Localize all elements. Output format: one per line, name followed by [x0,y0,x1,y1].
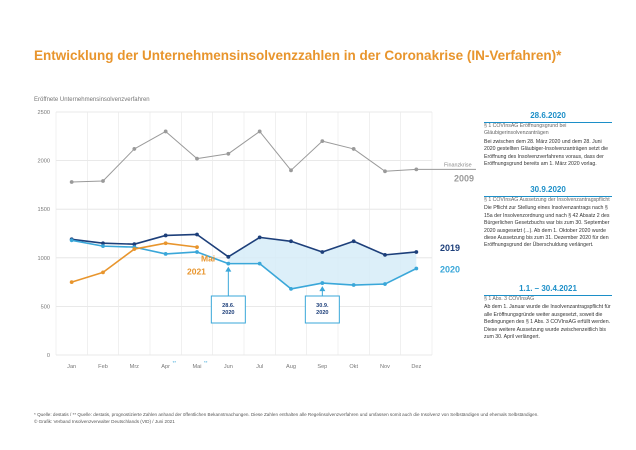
data-point-2009 [69,180,74,184]
x-tick-label: Jan [67,364,76,370]
x-tick-mark: ** [204,360,208,365]
series-line-2020 [71,239,417,290]
panel-subheading: § 1 COVInsAG Eröffnungsgrund bei Gläubig… [484,123,567,137]
data-point-2009 [101,179,105,183]
x-tick-label: Aug [286,364,296,370]
data-point-2020 [414,266,419,271]
data-point-2009 [351,147,356,151]
data-point-2019 [163,233,168,238]
data-point-2019 [132,242,137,247]
y-tick-label: 1500 [38,207,50,213]
y-tick-label: 500 [41,304,50,310]
x-tick-label: Nov [380,364,390,370]
series-labels: Finanzkrise 2009 2019 2020 Mai 2021 [187,162,474,276]
annotation-text-line: 2020 [316,310,328,316]
series-line-2019 [71,233,417,258]
data-point-2019 [289,239,293,244]
label-finanzkrise: Finanzkrise [444,162,472,168]
x-tick-label: Sep [317,364,327,370]
data-point-2020 [163,252,168,256]
footnote-copyright: © Grafik: Verband Insolvenzverwalter Deu… [34,419,175,424]
data-point-2020 [351,283,356,287]
panel-heading: 30.9.2020 [530,185,566,194]
y-tick-label: 2000 [38,159,50,165]
data-point-mai-2021 [69,280,74,284]
series-label-mai: Mai [201,254,215,264]
data-point-mai-2021 [132,247,137,251]
data-point-mai-2021 [101,270,105,275]
info-panel-2: 30.9.2020 § 1 COVInsAG Aussetzung der In… [484,185,612,250]
panel-body: Bei zwischen dem 28. März 2020 und dem 2… [484,138,609,168]
series-lines [69,129,476,291]
x-tick-label: Mai [192,364,201,370]
data-point-2009 [257,129,262,134]
x-tick-label: Dez [411,364,421,370]
data-point-mai-2021 [163,241,168,246]
x-tick-label: Jun [224,364,233,370]
data-point-2019 [383,252,387,257]
series-label-2009: 2009 [454,173,474,183]
data-point-2020 [226,261,231,266]
y-tick-label: 2500 [38,110,50,116]
panel-subheading: § 1 COVInsAG Aussetzung der Insolvenzant… [484,197,610,203]
data-point-2009 [195,156,199,161]
series-label-2020: 2020 [440,264,460,274]
y-tick-label: 1000 [38,256,50,262]
data-point-2009 [289,168,293,173]
data-point-2020 [101,244,105,249]
x-tick-label: Mrz [130,364,140,370]
annotation-text: 28.6. 2020 [222,303,235,316]
x-tick-label: Okt [349,364,358,370]
data-point-2019 [101,241,105,246]
panel-heading: 1.1. – 30.4.2021 [519,284,577,293]
data-point-2020 [195,250,199,254]
data-point-2009 [163,129,168,134]
data-point-2019 [414,250,419,254]
y-tick-label: 0 [47,353,50,359]
data-point-2009 [226,151,231,156]
chart-title: Entwicklung der Unternehmensinsolvenzzah… [34,48,562,63]
annotation-arrowhead [319,286,326,292]
data-point-mai-2021 [195,245,199,250]
x-tick-label: Apr [161,364,170,370]
panel-subheading: § 1 Abs. 3 COVInsAG [484,296,535,302]
annotation-box [210,295,246,324]
annotation-text-line: 30.9. [316,303,329,309]
data-point-2009 [320,139,325,144]
series-line-2009 [71,130,417,183]
data-point-2020 [69,238,74,243]
data-point-2019 [351,239,356,244]
footnote-sources: * Quelle: destatis / ** Quelle: destatis… [34,412,539,417]
annotation-text-line: 2020 [222,310,234,316]
data-point-2019 [320,250,325,254]
data-point-2019 [226,254,231,259]
panel-body: Die Pflicht zur Stellung eines Insolvenz… [484,205,610,249]
annotation-text-line: 28.6. [222,303,235,309]
panel-heading: 28.6.2020 [530,111,566,120]
data-point-2020 [257,261,262,266]
footnote: * Quelle: destatis / ** Quelle: destatis… [34,411,614,425]
chart-subtitle: Eröffnete Unternehmensinsolvenzverfahren [34,97,150,103]
panel-body: Ab dem 1. Januar wurde die Insolvenzantr… [484,304,611,341]
series-label-2019: 2019 [440,243,460,253]
info-panel-3: 1.1. – 30.4.2021 § 1 Abs. 3 COVInsAG Ab … [484,284,612,341]
data-point-2020 [289,287,293,291]
data-point-2020 [383,282,387,286]
x-tick-label: Feb [98,364,108,370]
data-point-2019 [257,235,262,240]
annotation-text: 30.9. 2020 [316,303,329,316]
series-label-2021: 2021 [187,266,206,276]
annotation-arrowhead [225,266,232,272]
annotation-box [304,295,340,324]
data-point-2019 [195,232,199,237]
data-point-2020 [320,281,325,285]
x-tick-label: Jul [256,364,263,370]
data-point-2009 [132,147,137,151]
x-tick-mark: ** [173,360,177,365]
data-point-2009 [383,169,387,174]
info-panel-1: 28.6.2020 § 1 COVInsAG Eröffnungsgrund b… [484,111,612,168]
